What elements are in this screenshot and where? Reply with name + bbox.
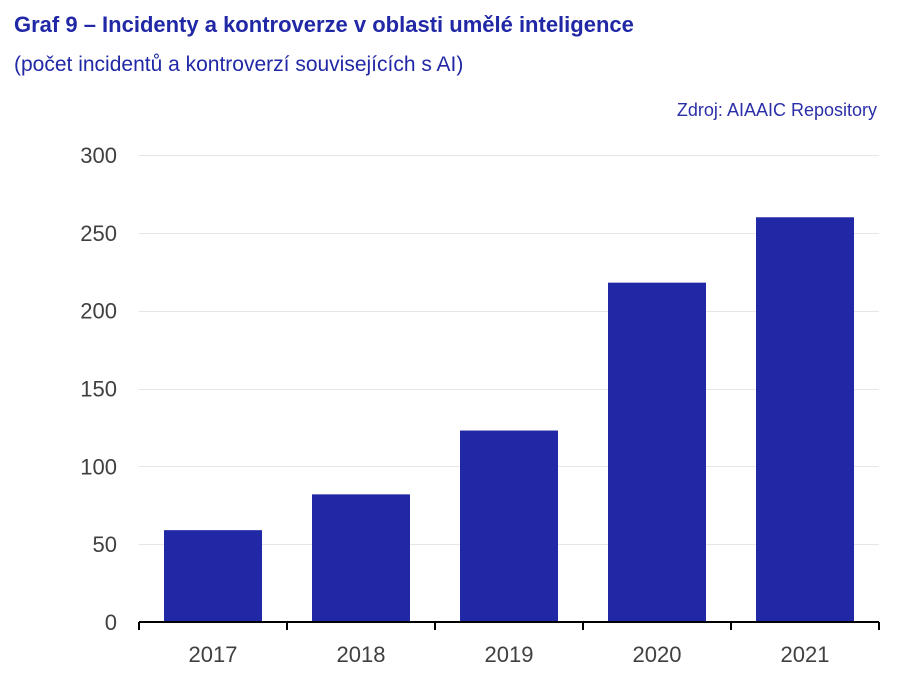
y-tick-label: 250 <box>80 221 117 246</box>
x-tick-label: 2021 <box>781 642 830 667</box>
x-tick-label: 2019 <box>485 642 534 667</box>
y-tick-label: 150 <box>80 377 117 402</box>
tick-labels: 0 50 100 150 200 250 300 2017 2018 2019 2020 2021 <box>80 143 829 667</box>
bar-2021 <box>756 217 854 622</box>
x-tick-label: 2020 <box>633 642 682 667</box>
bars <box>164 217 854 622</box>
y-tick-label: 200 <box>80 299 117 324</box>
bar-2019 <box>460 430 558 622</box>
x-tick-label: 2017 <box>189 642 238 667</box>
x-tick-label: 2018 <box>337 642 386 667</box>
axes <box>138 621 880 630</box>
chart-title: Graf 9 – Incidenty a kontroverze v oblas… <box>14 12 634 37</box>
y-tick-label: 300 <box>80 143 117 168</box>
y-tick-label: 0 <box>105 610 117 635</box>
chart-subtitle: (počet incidentů a kontroverzí souvisejí… <box>14 53 464 76</box>
y-tick-label: 100 <box>80 454 117 479</box>
bar-2017 <box>164 530 262 622</box>
chart-source: Zdroj: AIAAIC Repository <box>676 100 877 120</box>
gridlines <box>139 155 879 545</box>
bar-2020 <box>608 282 706 622</box>
bar-2018 <box>312 494 410 622</box>
y-tick-label: 50 <box>93 532 117 557</box>
